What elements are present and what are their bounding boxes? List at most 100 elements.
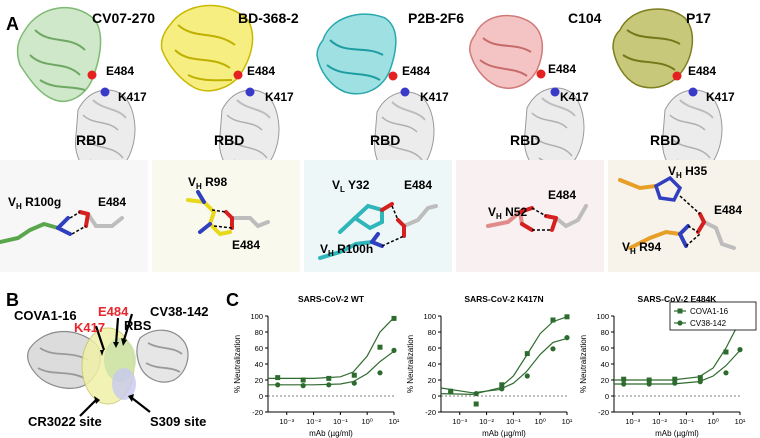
data-point-square	[351, 372, 357, 378]
data-point-circle	[300, 383, 306, 389]
interaction-c104	[486, 204, 588, 232]
x-tick-label: 10¹	[735, 417, 746, 426]
data-point-circle	[697, 379, 703, 385]
data-point-circle	[448, 389, 454, 395]
data-point-square	[473, 401, 479, 407]
y-tick-label: 100	[423, 312, 436, 321]
antibody-label: C104	[568, 10, 602, 26]
x-tick-label: 10⁻¹	[679, 417, 694, 426]
rbd-label: RBD	[76, 132, 107, 148]
x-tick-label: 10⁻²	[652, 417, 667, 426]
x-tick-label: 10¹	[562, 417, 573, 426]
data-point-square	[672, 376, 678, 382]
k417-label: K417	[706, 90, 735, 104]
structure-cv07-270	[16, 6, 136, 165]
data-point-circle	[473, 391, 479, 397]
x-tick-label: 10⁰	[362, 417, 373, 426]
k417-label: K417	[265, 90, 294, 104]
y-tick-label: 60	[255, 344, 263, 353]
e484-label: E484	[106, 64, 135, 78]
residue-label: VH R100h	[320, 242, 374, 258]
cova-label: COVA1-16	[14, 308, 77, 323]
data-point-square	[326, 375, 332, 381]
y-tick-label: -20	[252, 408, 263, 417]
data-point-square	[697, 375, 703, 381]
residue-label: VH R98	[188, 175, 228, 191]
partner-label: E484	[548, 188, 577, 202]
data-point-circle	[737, 347, 743, 353]
data-point-square	[391, 315, 397, 321]
structure-c104	[469, 14, 585, 165]
antibody-label: P2B-2F6	[408, 10, 465, 26]
y-tick-label: -20	[598, 408, 609, 417]
k417-label: K417	[560, 90, 589, 104]
e484-site-label: E484	[98, 304, 129, 319]
series-fit-line	[614, 349, 741, 385]
k417-label: K417	[118, 90, 147, 104]
panel-a-structures	[16, 4, 723, 165]
residue-label: VL Y32	[332, 178, 370, 194]
rbd-label: RBD	[370, 132, 401, 148]
interaction-p2b-2f6	[318, 202, 438, 260]
panel-b-structure	[27, 313, 189, 417]
data-point-circle	[550, 346, 556, 352]
k417-label: K417	[420, 90, 449, 104]
e484-label: E484	[402, 64, 431, 78]
interaction-bd-368-2	[186, 190, 270, 237]
y-tick-label: 100	[596, 312, 609, 321]
data-point-circle	[499, 386, 505, 392]
x-tick-label: 10⁰	[535, 417, 546, 426]
k417-site-label: K417	[74, 320, 106, 335]
y-tick-label: 20	[601, 376, 609, 385]
legend-marker-circle	[677, 320, 683, 326]
data-point-square	[564, 314, 570, 320]
x-tick-label: 10⁰	[708, 417, 719, 426]
legend-label: COVA1-16	[690, 307, 729, 316]
antibody-label: CV07-270	[92, 10, 156, 26]
data-point-square	[377, 344, 383, 350]
residue-label: VH H35	[668, 164, 708, 180]
antibody-label: BD-368-2	[238, 10, 299, 26]
rbd-label: RBD	[214, 132, 245, 148]
series-fit-line	[614, 320, 741, 381]
x-tick-label: 10⁻³	[452, 417, 467, 426]
interaction-cv07-270	[0, 210, 124, 244]
y-tick-label: 80	[601, 328, 609, 337]
data-point-square	[621, 376, 627, 382]
y-tick-label: 0	[259, 392, 263, 401]
y-tick-label: -20	[425, 408, 436, 417]
y-axis-label: % Neutralization	[233, 335, 242, 393]
y-axis-label: % Neutralization	[579, 335, 588, 393]
data-point-circle	[351, 380, 357, 386]
chart-title: SARS-CoV-2 E484K	[638, 294, 718, 304]
panel-b-letter: B	[6, 290, 19, 310]
rbs-label: RBS	[124, 318, 152, 333]
data-point-square	[524, 351, 530, 357]
y-tick-label: 100	[250, 312, 263, 321]
x-tick-label: 10¹	[389, 417, 400, 426]
structure-p17	[612, 8, 723, 165]
y-tick-label: 40	[428, 360, 436, 369]
x-axis-label: mAb (µg/ml)	[655, 429, 699, 438]
e484-label: E484	[548, 62, 577, 76]
residue-label: VH N52	[488, 205, 528, 221]
data-point-circle	[391, 347, 397, 353]
y-tick-label: 20	[428, 376, 436, 385]
legend-label: CV38-142	[690, 319, 727, 328]
partner-label: E484	[232, 238, 261, 252]
x-axis-label: mAb (µg/ml)	[309, 429, 353, 438]
x-tick-label: 10⁻²	[479, 417, 494, 426]
data-point-square	[275, 375, 281, 381]
data-point-circle	[564, 335, 570, 341]
residue-label: VH R100g	[8, 195, 62, 211]
data-point-square	[646, 377, 652, 383]
structure-p2b-2f6	[316, 13, 435, 165]
x-tick-label: 10⁻²	[306, 417, 321, 426]
cv38-label: CV38-142	[150, 304, 209, 319]
partner-label: E484	[98, 195, 127, 209]
data-point-circle	[672, 380, 678, 386]
y-tick-label: 40	[601, 360, 609, 369]
x-tick-label: 10⁻³	[625, 417, 640, 426]
data-point-square	[723, 349, 729, 355]
x-tick-label: 10⁻¹	[506, 417, 521, 426]
